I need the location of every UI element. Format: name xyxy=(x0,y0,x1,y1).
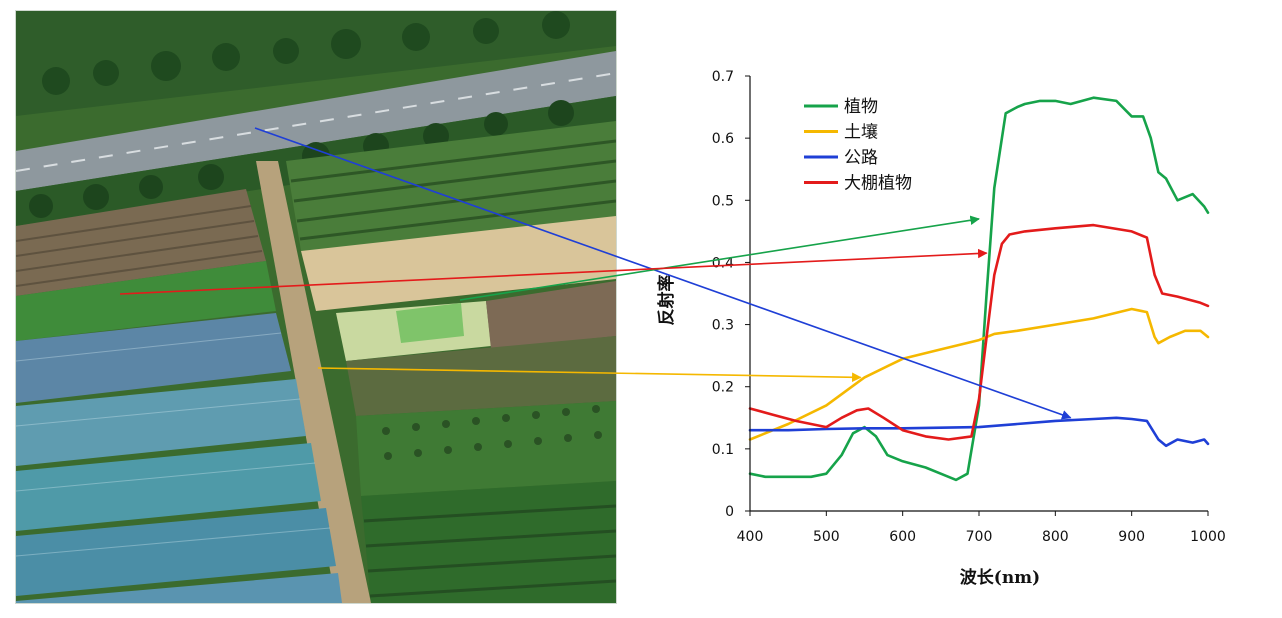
legend-label: 植物 xyxy=(844,97,878,117)
x-tick-label: 900 xyxy=(1118,529,1145,545)
series-line-0 xyxy=(748,96,1210,482)
aerial-photo-art xyxy=(16,11,616,603)
y-tick-label: 0 xyxy=(725,504,734,520)
aerial-photo xyxy=(15,10,617,604)
series-line-1 xyxy=(748,307,1210,441)
series-line-2 xyxy=(748,416,1210,448)
y-tick-label: 0.5 xyxy=(712,193,734,209)
x-tick-label: 400 xyxy=(737,529,764,545)
connector-arrows xyxy=(119,127,1072,420)
legend-label: 土壤 xyxy=(844,122,878,143)
series-layer xyxy=(748,96,1210,482)
x-axis-title: 波长(nm) xyxy=(960,567,1040,588)
connector-arrow xyxy=(254,127,1072,420)
x-tick-label: 500 xyxy=(813,529,840,545)
y-ticks: 00.10.20.30.40.50.60.7 xyxy=(712,69,750,520)
legend-label: 大棚植物 xyxy=(844,174,912,194)
x-tick-label: 700 xyxy=(966,529,993,545)
x-ticks: 400 500 600 700 800 900 1000 xyxy=(737,511,1226,545)
x-tick-label: 600 xyxy=(889,529,916,545)
y-axis-title: 反射率 xyxy=(656,275,677,326)
axes xyxy=(749,76,1208,512)
x-tick-label: 800 xyxy=(1042,529,1069,545)
y-tick-label: 0.6 xyxy=(712,131,734,147)
y-tick-label: 0.3 xyxy=(712,318,734,334)
x-tick-label: 1000 xyxy=(1190,529,1226,545)
series-line-3 xyxy=(748,223,1210,441)
y-tick-label: 0.1 xyxy=(712,442,734,458)
connector-arrow xyxy=(317,367,862,383)
connector-arrow xyxy=(459,215,980,301)
legend-label: 公路 xyxy=(844,148,878,168)
y-tick-label: 0.2 xyxy=(712,380,734,396)
connector-arrow xyxy=(119,248,988,295)
y-tick-label: 0.7 xyxy=(712,69,734,85)
